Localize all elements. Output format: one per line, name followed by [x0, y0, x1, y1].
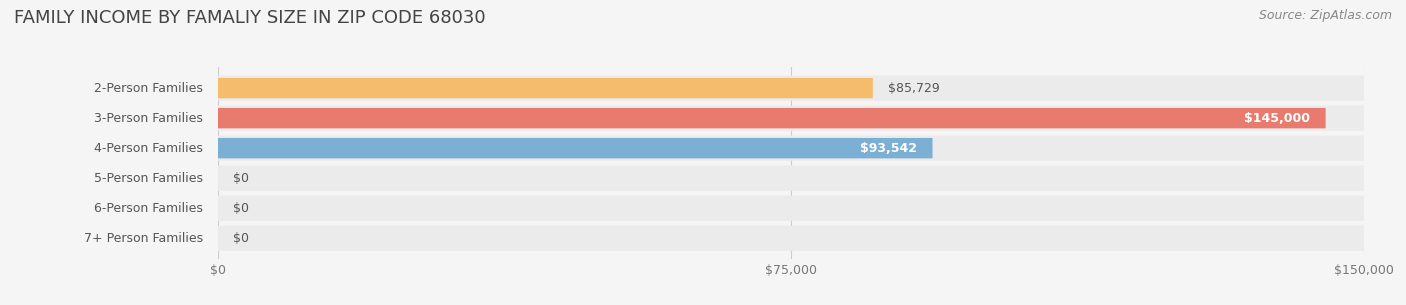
FancyBboxPatch shape [218, 108, 1326, 128]
FancyBboxPatch shape [218, 78, 873, 98]
FancyBboxPatch shape [218, 166, 1364, 191]
Text: $0: $0 [233, 202, 249, 215]
FancyBboxPatch shape [218, 76, 1364, 101]
Text: $0: $0 [233, 232, 249, 245]
Text: 4-Person Families: 4-Person Families [94, 142, 202, 155]
Text: $85,729: $85,729 [889, 82, 939, 95]
Text: 5-Person Families: 5-Person Families [94, 172, 202, 185]
Text: FAMILY INCOME BY FAMALIY SIZE IN ZIP CODE 68030: FAMILY INCOME BY FAMALIY SIZE IN ZIP COD… [14, 9, 485, 27]
FancyBboxPatch shape [218, 196, 1364, 221]
FancyBboxPatch shape [218, 138, 932, 158]
Text: 6-Person Families: 6-Person Families [94, 202, 202, 215]
Text: Source: ZipAtlas.com: Source: ZipAtlas.com [1258, 9, 1392, 22]
Text: 7+ Person Families: 7+ Person Families [83, 232, 202, 245]
FancyBboxPatch shape [218, 226, 1364, 251]
Text: $0: $0 [233, 172, 249, 185]
Text: 3-Person Families: 3-Person Families [94, 112, 202, 125]
FancyBboxPatch shape [218, 106, 1364, 131]
Text: $93,542: $93,542 [860, 142, 917, 155]
Text: 2-Person Families: 2-Person Families [94, 82, 202, 95]
FancyBboxPatch shape [218, 135, 1364, 161]
Text: $145,000: $145,000 [1244, 112, 1310, 125]
